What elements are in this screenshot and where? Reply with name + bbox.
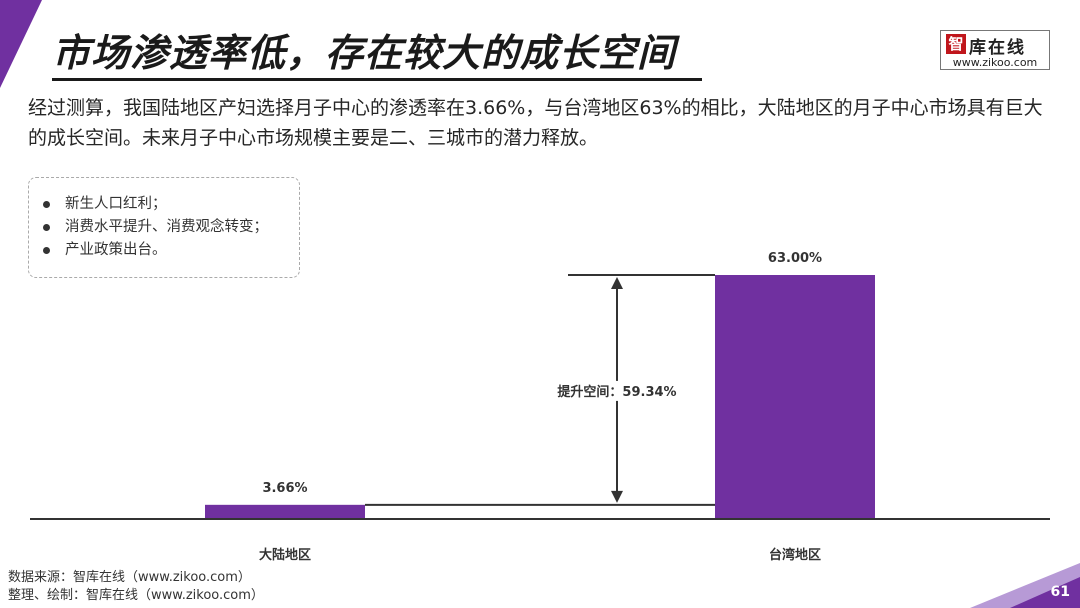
zikoo-logo: 智 库在线 www.zikoo.com <box>940 30 1050 70</box>
logo-mark: 智 <box>946 34 966 54</box>
category-label: 大陆地区 <box>259 547 311 563</box>
logo-name: 库在线 <box>969 38 1026 58</box>
corner-stripe-bottom-right <box>970 563 1080 608</box>
note-item: 产业政策出台。 <box>43 239 299 262</box>
title-underline <box>52 78 702 81</box>
gap-annotation-label: 提升空间：59.34% <box>557 384 676 400</box>
intro-paragraph: 经过测算，我国陆地区产妇选择月子中心的渗透率在3.66%，与台湾地区63%的相比… <box>28 97 1043 149</box>
credit-note: 整理、绘制：智库在线（www.zikoo.com） <box>8 588 264 603</box>
driver-notes-box: 新生人口红利； 消费水平提升、消费观念转变； 产业政策出台。 <box>28 177 300 278</box>
footer-source: 数据来源：智库在线（www.zikoo.com） 整理、绘制：智库在线（www.… <box>8 569 264 605</box>
bar <box>715 275 875 519</box>
data-label: 63.00% <box>768 251 822 266</box>
arrow-up-icon <box>611 277 623 289</box>
source-note: 数据来源：智库在线（www.zikoo.com） <box>8 570 251 585</box>
note-item: 消费水平提升、消费观念转变； <box>43 216 299 239</box>
page-title: 市场渗透率低，存在较大的成长空间 <box>52 31 677 75</box>
corner-stripe-top-left <box>0 0 42 88</box>
category-label: 台湾地区 <box>769 547 821 563</box>
gap-label-background <box>557 380 677 401</box>
logo-url: www.zikoo.com <box>952 56 1038 69</box>
data-label: 3.66% <box>262 481 307 496</box>
arrow-down-icon <box>611 490 623 503</box>
bar <box>205 504 365 519</box>
note-item: 新生人口红利； <box>43 193 299 216</box>
page-number: 61 <box>1050 584 1070 600</box>
